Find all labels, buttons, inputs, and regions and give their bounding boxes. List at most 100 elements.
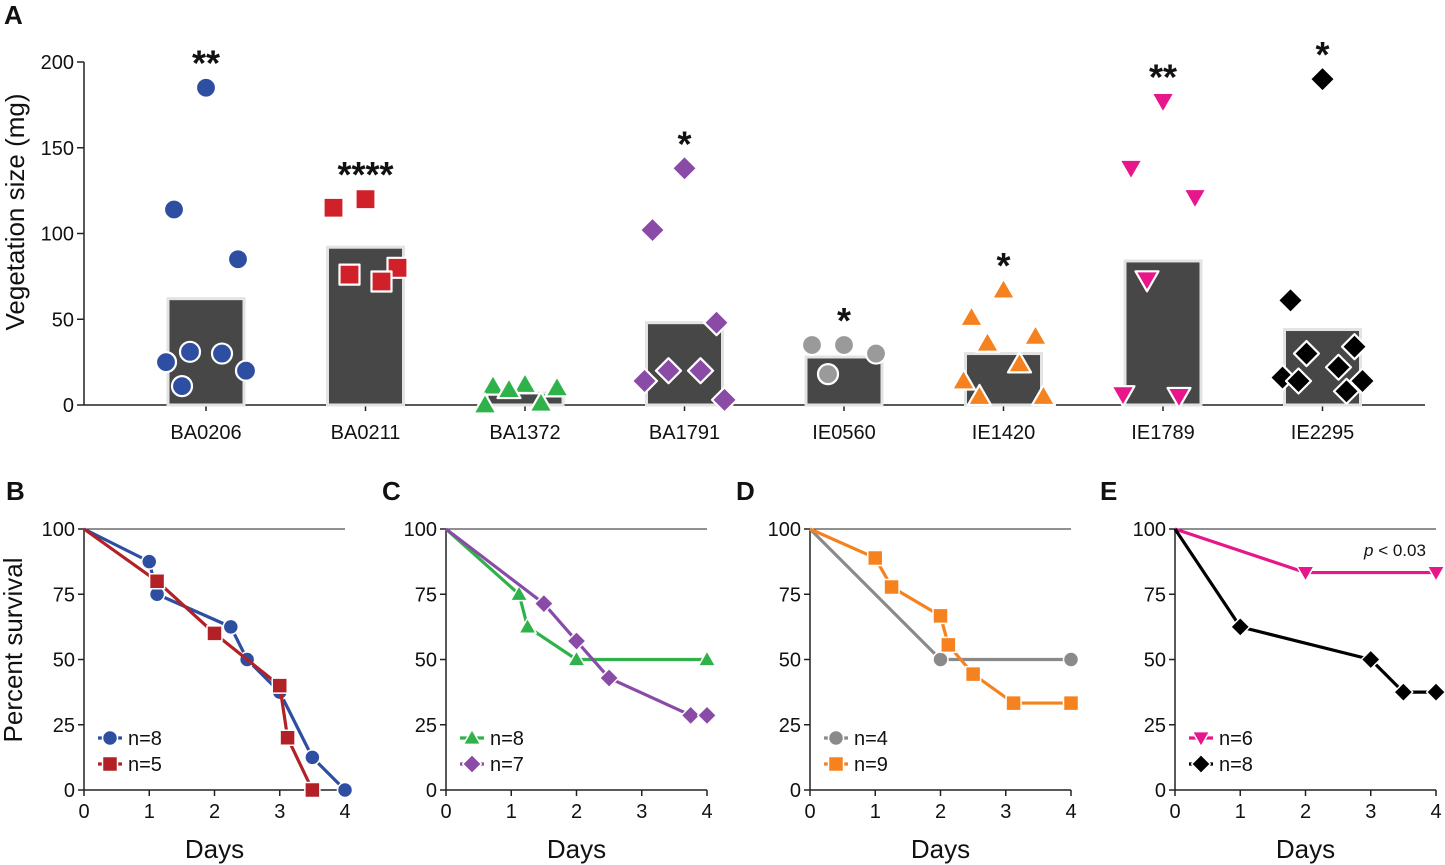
data-point <box>370 270 393 293</box>
data-point <box>206 625 223 642</box>
data-point <box>1393 682 1414 703</box>
data-point <box>630 367 659 395</box>
x-tick-label: 2 <box>571 801 582 823</box>
x-tick-label: IE0560 <box>812 422 875 444</box>
legend-label: n=9 <box>854 754 888 776</box>
data-point <box>336 781 354 799</box>
panel-a: A Vegetation size (mg) 0 50 100 150 200 BA020… <box>0 0 1425 444</box>
x-tick-label: 2 <box>935 801 946 823</box>
data-point <box>528 390 554 413</box>
legend-label: n=7 <box>490 754 524 776</box>
x-tick-label: 3 <box>636 801 647 823</box>
data-point <box>170 375 194 398</box>
x-tick-label: 0 <box>1169 801 1180 823</box>
data-point <box>1426 565 1445 582</box>
x-tick-label: 1 <box>870 801 881 823</box>
legend-marker <box>461 753 483 775</box>
x-tick-label: 0 <box>440 801 451 823</box>
y-tick-label: 75 <box>53 584 75 606</box>
x-tick-label: 1 <box>1235 801 1246 823</box>
panel-c: C 0 25 50 75 100 0 1 2 3 4 Days n=8 n=7 <box>382 476 718 864</box>
legend-label: n=4 <box>854 728 888 750</box>
y-tick-label: 50 <box>52 309 74 331</box>
y-tick-label: 200 <box>41 52 74 74</box>
p-value-symbol: p <box>1363 541 1373 560</box>
x-tick-label: 3 <box>274 801 285 823</box>
data-point <box>1308 65 1337 93</box>
panel-c-label: C <box>382 476 401 506</box>
x-tick-label: BA0206 <box>170 422 241 444</box>
data-point <box>990 277 1017 300</box>
data-point <box>710 386 739 414</box>
data-point <box>1332 377 1361 405</box>
data-point <box>271 677 288 694</box>
data-point <box>1150 91 1176 115</box>
bar <box>645 321 724 407</box>
x-tick-label: IE1789 <box>1131 422 1194 444</box>
y-tick-label: 100 <box>42 519 75 541</box>
x-tick-label: 1 <box>144 801 155 823</box>
data-point <box>178 340 202 363</box>
significance-label: * <box>1315 34 1329 75</box>
significance-label: * <box>837 300 851 341</box>
legend-label: n=5 <box>128 754 162 776</box>
data-point <box>234 359 258 382</box>
legend-marker <box>101 729 119 747</box>
panel-b-y-axis-label: Percent survival <box>0 558 28 743</box>
data-point <box>1005 694 1022 712</box>
significance-label: ** <box>1149 56 1177 97</box>
data-point <box>638 216 667 244</box>
data-point <box>932 651 949 668</box>
y-tick-label: 50 <box>415 650 437 672</box>
x-axis-label: Days <box>911 834 970 864</box>
data-point <box>566 630 587 652</box>
data-point <box>1230 616 1251 637</box>
x-tick-label: 2 <box>209 801 220 823</box>
panel-e: E p < 0.03 0 25 50 75 100 0 1 2 3 4 Days n=6 n=8 <box>1100 476 1445 864</box>
legend-label: n=8 <box>128 728 162 750</box>
data-point <box>1292 339 1321 368</box>
y-tick-label: 75 <box>779 584 801 606</box>
data-point <box>974 330 1001 353</box>
panel-d: D 0 25 50 75 100 0 1 2 3 4 Days n=4 n=9 <box>736 476 1080 864</box>
panel-a-plot: 0 50 100 150 200 BA0206 BA0211 BA1372 BA1791 IE05… <box>41 34 1425 444</box>
x-tick-label: 4 <box>1065 801 1076 823</box>
legend-label: n=8 <box>490 728 524 750</box>
y-tick-label: 25 <box>779 715 801 737</box>
y-tick-label: 150 <box>41 138 74 160</box>
data-point <box>1276 286 1305 314</box>
y-tick-label: 50 <box>779 650 801 672</box>
y-tick-label: 0 <box>64 780 75 802</box>
data-point <box>512 371 538 395</box>
panel-d-label: D <box>736 476 755 506</box>
y-tick-label: 25 <box>53 715 75 737</box>
data-point <box>680 705 701 726</box>
panel-b-plot: 0 25 50 75 100 0 1 2 3 4 Days n=8 n=5 <box>42 519 354 864</box>
y-tick-label: 75 <box>415 584 437 606</box>
y-tick-label: 0 <box>790 780 801 802</box>
data-point <box>686 357 715 385</box>
data-point <box>533 593 554 614</box>
data-point <box>518 617 537 634</box>
x-tick-label: 0 <box>78 801 89 823</box>
legend-marker <box>1191 730 1211 748</box>
y-tick-label: 50 <box>1144 650 1166 672</box>
x-tick-label: IE2295 <box>1291 422 1354 444</box>
data-point <box>322 196 345 219</box>
data-point <box>1110 385 1136 408</box>
legend-marker <box>1190 753 1212 775</box>
series-line <box>83 527 314 791</box>
data-point <box>1425 682 1445 703</box>
data-point <box>194 76 218 99</box>
data-point <box>472 392 498 415</box>
significance-label: ** <box>192 43 220 84</box>
data-point <box>883 578 900 596</box>
x-tick-label: IE1420 <box>972 422 1035 444</box>
y-tick-label: 50 <box>53 650 75 672</box>
data-point <box>226 248 250 271</box>
y-tick-label: 25 <box>1144 715 1166 737</box>
data-point <box>1062 694 1080 712</box>
data-point <box>1022 323 1049 346</box>
data-point <box>210 342 234 365</box>
panel-b-label: B <box>6 476 25 506</box>
